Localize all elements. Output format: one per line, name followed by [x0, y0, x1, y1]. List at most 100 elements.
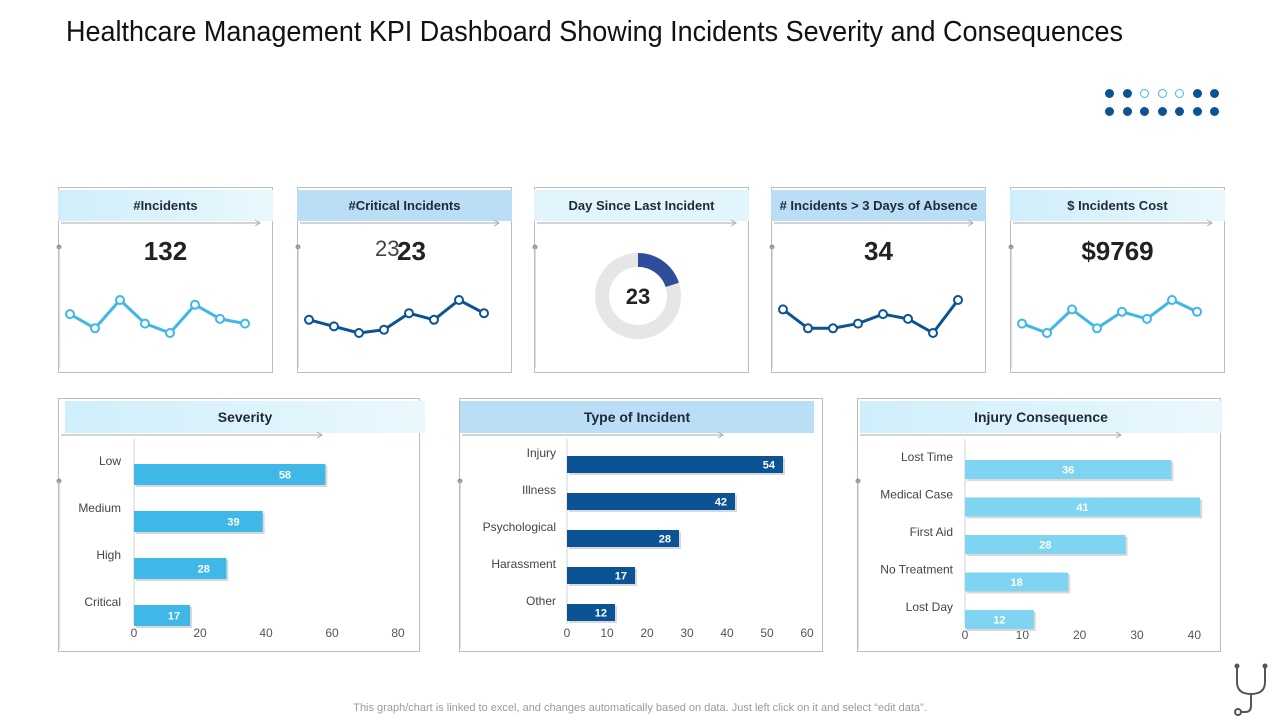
chart-title-text: Type of Incident	[583, 409, 691, 425]
bar-value-label: 17	[615, 571, 627, 583]
kpi-label: $ Incidents Cost	[1067, 198, 1168, 213]
x-tick-label: 0	[131, 626, 138, 640]
card-decoration	[295, 219, 500, 368]
decorative-dot	[1105, 89, 1114, 98]
kpi-card-header: #Critical Incidents	[297, 190, 512, 221]
sparkline-point	[878, 309, 888, 320]
donut-chart: 23	[595, 253, 681, 339]
category-label: Lost Time	[901, 450, 953, 464]
decorative-dot	[1122, 107, 1132, 116]
x-tick-label: 40	[720, 626, 734, 640]
x-tick-label: 60	[325, 626, 339, 640]
kpi-card-header: Day Since Last Incident	[534, 190, 749, 221]
kpi-card: Day Since Last Incident 23	[532, 187, 749, 373]
sparkline-point	[215, 313, 225, 324]
bar	[134, 605, 191, 626]
donut-value: 23	[626, 284, 650, 309]
x-tick-label: 60	[800, 626, 814, 640]
sparkline-point	[190, 299, 200, 310]
bar	[965, 497, 1201, 517]
x-tick-label: 40	[1188, 628, 1202, 642]
bar-chart: 0 10 20 30 40 50 60 Injury 54 Illness 42 Psychologi…	[457, 431, 814, 649]
sparkline-point	[903, 313, 913, 324]
category-label: Medical Case	[880, 488, 953, 502]
decorative-dot	[1175, 89, 1184, 98]
sparkline-point	[65, 309, 75, 320]
sparkline-point	[115, 295, 125, 305]
bar-chart: 0 10 20 30 40 Lost Time 36 Medical Case 41 First …	[855, 431, 1203, 649]
bar-value-label: 18	[1010, 577, 1022, 589]
sparkline-line	[1021, 298, 1198, 335]
category-label: Injury	[527, 446, 556, 460]
sparkline-point	[953, 295, 963, 305]
x-tick-label: 20	[640, 626, 654, 640]
category-label: Illness	[522, 483, 556, 497]
bar-value-label: 12	[595, 608, 607, 620]
sparkline-point	[1017, 318, 1027, 329]
decorative-dot	[1210, 107, 1219, 116]
bar	[965, 572, 1069, 592]
sparkline-point	[329, 321, 339, 332]
bar-value-label: 12	[993, 615, 1005, 627]
sparkline-point	[379, 324, 389, 335]
bar	[134, 511, 263, 532]
kpi-value: 34	[864, 236, 893, 266]
decorative-dot	[1157, 89, 1167, 98]
kpi-card: #Critical Incidents 23 23	[295, 187, 512, 373]
bar	[134, 558, 227, 579]
category-label: First Aid	[910, 525, 953, 539]
bar-chart-panel: Injury Consequence 0 10 20 30 40 Lost Time 36 Me…	[855, 398, 1222, 652]
kpi-card: # Incidents > 3 Days of Absence 34	[769, 187, 986, 373]
bar-value-label: 36	[1062, 465, 1074, 477]
sparkline-point	[928, 328, 938, 338]
bar-value-label: 41	[1076, 502, 1088, 514]
sparkline-point	[1167, 295, 1177, 305]
x-tick-label: 20	[1073, 628, 1087, 642]
chart-title-text: Injury Consequence	[974, 409, 1108, 425]
bar	[567, 567, 635, 584]
kpi-label: Day Since Last Incident	[568, 198, 715, 213]
donut-hole	[609, 267, 667, 325]
sparkline-point	[1092, 323, 1102, 334]
sparkline-point	[90, 323, 100, 334]
kpi-card: #Incidents 132	[56, 187, 273, 373]
kpi-label: #Critical Incidents	[348, 198, 461, 213]
kpi-label: #Incidents	[133, 198, 198, 213]
x-tick-label: 30	[1130, 628, 1144, 642]
sparkline-point	[778, 304, 788, 315]
card-decoration	[532, 219, 737, 368]
stethoscope-icon	[1234, 663, 1268, 716]
decorative-dot-grid	[1105, 89, 1220, 119]
kpi-card: $ Incidents Cost $9769	[1008, 187, 1225, 373]
sparkline	[65, 295, 250, 338]
sparkline-point	[853, 318, 863, 329]
sparkline-point	[354, 328, 364, 338]
x-tick-label: 40	[259, 626, 273, 640]
x-tick-label: 20	[193, 626, 207, 640]
x-tick-label: 30	[680, 626, 694, 640]
chart-title: Type of Incident	[460, 401, 814, 433]
decorative-dot	[1140, 89, 1149, 98]
sparkline-point	[140, 318, 150, 329]
decorative-dot	[1192, 89, 1202, 98]
kpi-card-header: $ Incidents Cost	[1010, 190, 1225, 221]
bar-chart-panel: Severity 0 20 40 60 80 Low 58 Medium 39 High 28 Crit…	[56, 398, 425, 652]
sparkline-point	[404, 308, 414, 319]
bar-value-label: 28	[198, 564, 210, 576]
card-decoration	[1008, 219, 1213, 368]
decorative-dot	[1210, 89, 1219, 98]
bar-value-label: 54	[763, 460, 776, 472]
header-arrow	[316, 431, 323, 439]
sparkline	[778, 295, 963, 338]
decorative-dot	[1105, 107, 1114, 116]
kpi-value-ghost: 23	[375, 236, 400, 261]
category-label: Harassment	[491, 557, 556, 571]
category-label: Other	[526, 594, 556, 608]
kpi-value-number: 23	[397, 236, 426, 266]
x-tick-label: 10	[1016, 628, 1030, 642]
category-label: Low	[99, 454, 121, 468]
card-decoration	[56, 219, 261, 368]
bar	[567, 604, 615, 621]
x-tick-label: 10	[600, 626, 614, 640]
bar	[134, 464, 326, 485]
